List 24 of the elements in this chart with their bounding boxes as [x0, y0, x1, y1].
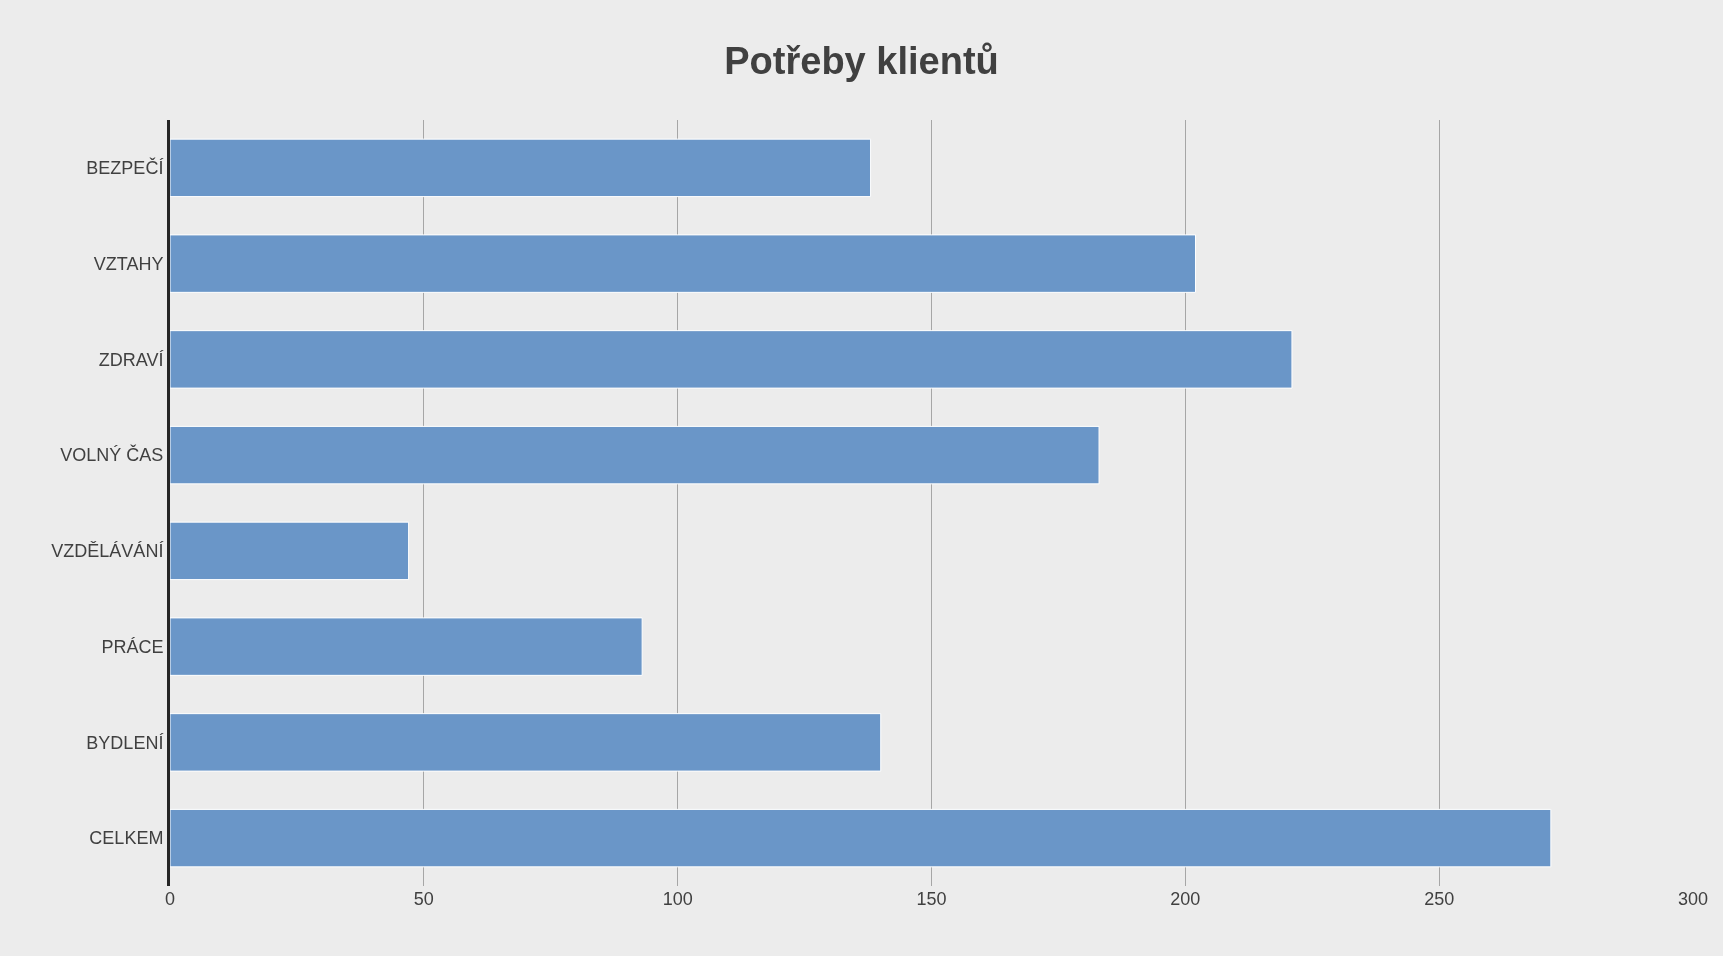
x-tick-label: 200 [1170, 889, 1201, 909]
y-tick-label: VZDĚLÁVÁNÍ [51, 541, 164, 562]
y-tick-label: BEZPEČÍ [86, 157, 164, 179]
x-tick-label: 250 [1424, 889, 1455, 909]
y-tick-label: PRÁCE [101, 636, 164, 657]
bar [170, 138, 872, 198]
x-tick-label: 0 [164, 889, 176, 909]
y-tick-label: ZDRAVÍ [98, 349, 164, 370]
y-tick-label: VOLNÝ ČAS [60, 444, 164, 466]
bar [170, 808, 1552, 868]
bar [170, 234, 1196, 293]
bar [170, 617, 643, 676]
bar [170, 425, 1100, 485]
x-tick-label: 300 [1677, 889, 1709, 909]
bar [170, 330, 1293, 389]
x-tick-label: 100 [662, 889, 693, 909]
y-tick-label: BYDLENÍ [86, 732, 164, 753]
bar [170, 713, 882, 772]
x-tick-label: 150 [916, 889, 947, 909]
y-tick-label: CELKEM [89, 828, 164, 849]
bar [170, 521, 410, 581]
chart-title: Potřeby klientů [724, 40, 999, 83]
x-tick-label: 50 [413, 889, 434, 909]
y-tick-label: VZTAHY [93, 253, 164, 274]
